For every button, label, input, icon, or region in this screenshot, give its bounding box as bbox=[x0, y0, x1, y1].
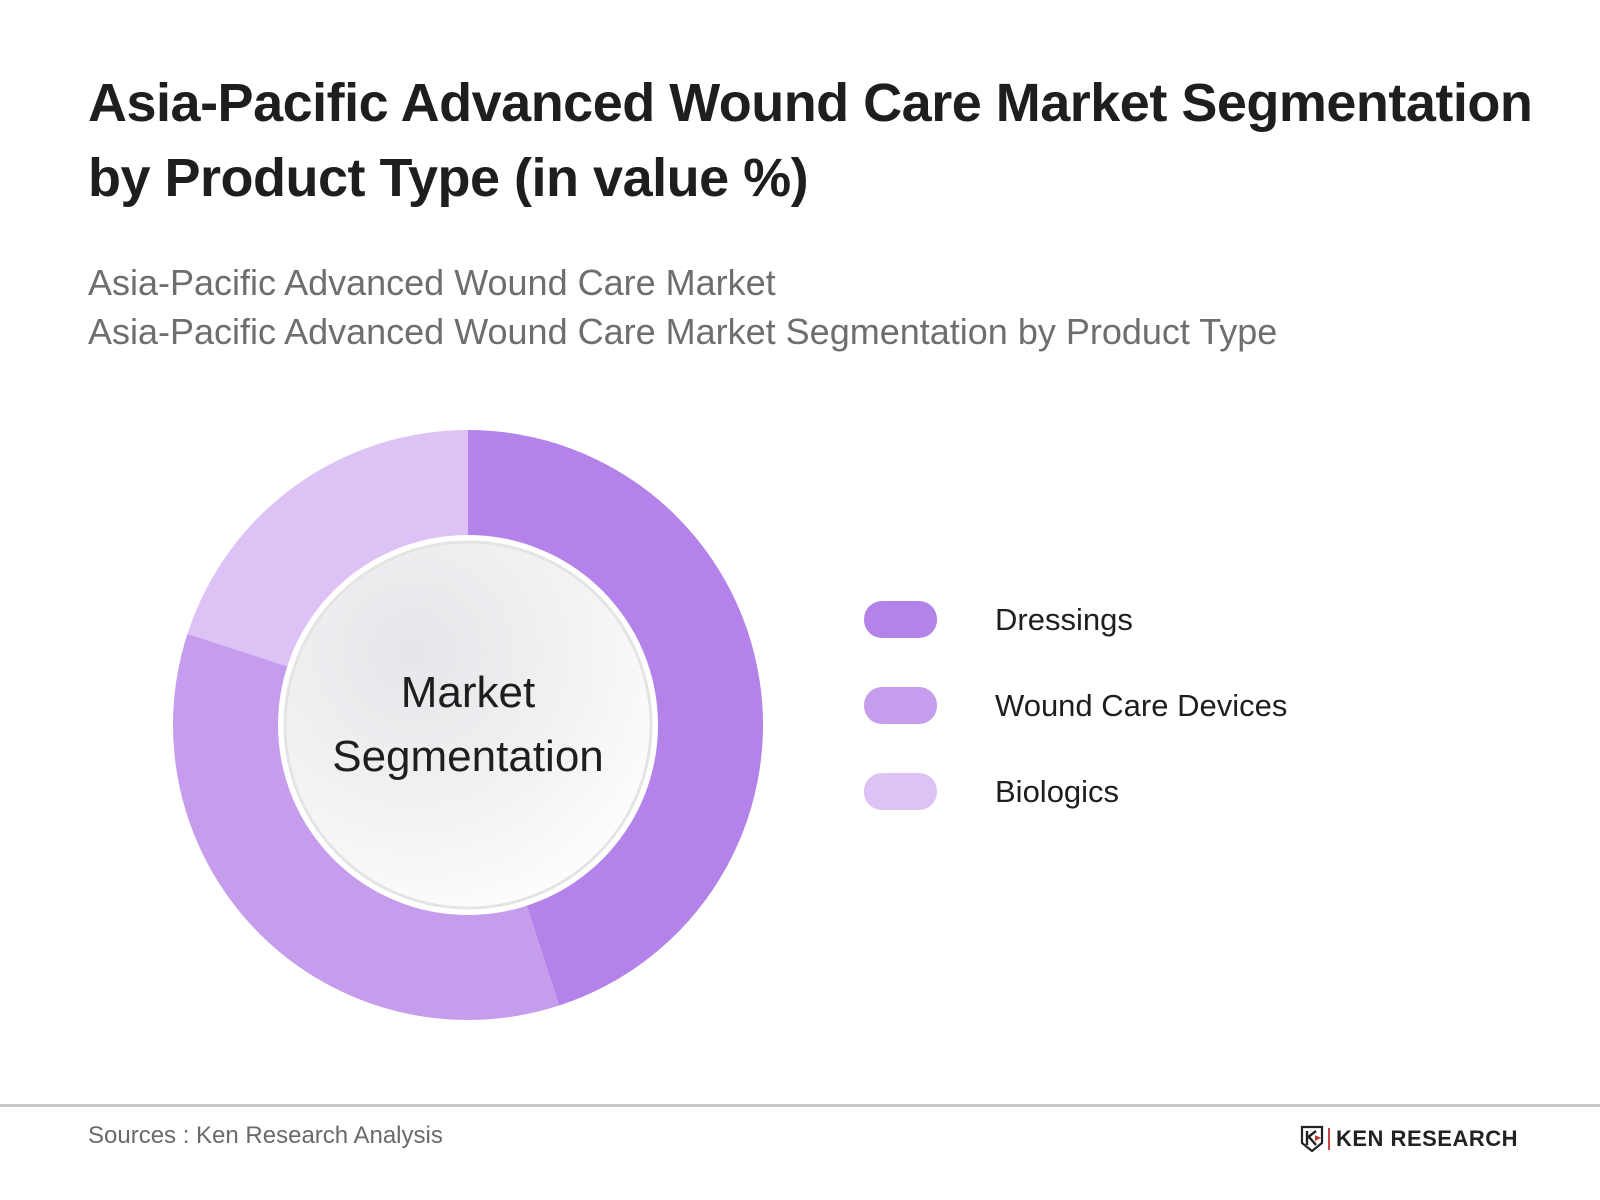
source-note: Sources : Ken Research Analysis bbox=[88, 1122, 443, 1149]
footer-divider bbox=[0, 1104, 1600, 1107]
legend-item-dressings: Dressings bbox=[864, 598, 1287, 641]
k-shield-icon bbox=[1300, 1125, 1324, 1153]
donut-chart: Market Segmentation bbox=[173, 430, 763, 1020]
donut-chart-svg bbox=[173, 430, 763, 1020]
ken-research-logo: KEN RESEARCH bbox=[1300, 1125, 1518, 1153]
legend-swatch-biologics bbox=[864, 773, 937, 810]
chart-title-line-1: Asia-Pacific Advanced Wound Care Market … bbox=[88, 73, 1533, 133]
legend-label: Wound Care Devices bbox=[995, 687, 1288, 723]
chart-title: Asia-Pacific Advanced Wound Care Market … bbox=[88, 66, 1533, 216]
chart-subtitle-line-1: Asia-Pacific Advanced Wound Care Market bbox=[88, 262, 776, 303]
legend-swatch-wound-care-devices bbox=[864, 687, 937, 724]
logo-text: KEN RESEARCH bbox=[1336, 1126, 1519, 1151]
chart-subtitle: Asia-Pacific Advanced Wound Care Market … bbox=[88, 258, 1277, 356]
legend-item-wound-care-devices: Wound Care Devices bbox=[864, 684, 1287, 727]
legend-swatch-dressings bbox=[864, 601, 937, 638]
legend-label: Biologics bbox=[995, 773, 1120, 809]
chart-subtitle-line-2: Asia-Pacific Advanced Wound Care Market … bbox=[88, 311, 1278, 352]
legend-label: Dressings bbox=[995, 601, 1133, 637]
legend-item-biologics: Biologics bbox=[864, 770, 1287, 813]
logo-separator bbox=[1328, 1128, 1330, 1150]
donut-hole bbox=[283, 540, 653, 910]
chart-title-line-2: by Product Type (in value %) bbox=[88, 148, 809, 208]
chart-legend: Dressings Wound Care Devices Biologics bbox=[864, 598, 1287, 856]
